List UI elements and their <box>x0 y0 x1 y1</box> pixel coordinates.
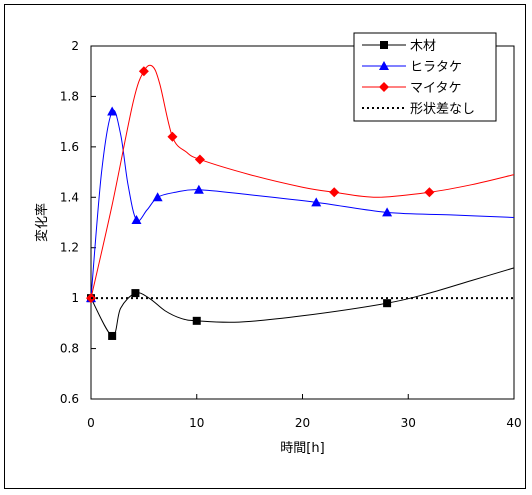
legend-item: マイタケ <box>362 81 461 96</box>
x-tick-label: 40 <box>506 416 521 430</box>
data-point <box>382 207 393 217</box>
series-1 <box>87 267 515 340</box>
data-point <box>311 197 322 207</box>
series-line <box>90 109 515 299</box>
x-tick-label: 10 <box>189 416 204 430</box>
axes: 0.60.811.21.41.61.820 10 20 30 40 <box>60 39 522 430</box>
series-2 <box>86 106 515 303</box>
legend-box <box>353 32 497 122</box>
data-point <box>194 154 205 165</box>
y-tick-label: 1.6 <box>60 140 79 154</box>
legend-item: 形状差なし <box>362 102 475 117</box>
data-point <box>167 131 178 142</box>
data-point <box>131 289 140 298</box>
series-line <box>90 267 515 337</box>
legend-swatch-marker <box>379 82 389 92</box>
chart-frame <box>4 4 526 489</box>
series-line <box>90 64 515 299</box>
y-axis-label: 変化率 <box>34 203 50 242</box>
y-tick-label: 1.8 <box>60 89 79 103</box>
y-tick-label: 2 <box>71 39 79 53</box>
y-tick-label: 1.4 <box>60 190 79 204</box>
legend-label: ヒラタケ <box>410 60 462 75</box>
legend-label: 形状差なし <box>410 102 475 117</box>
x-axis-label: 時間[h] <box>280 441 324 456</box>
x-tick-label: 20 <box>295 416 310 430</box>
data-point <box>383 299 392 308</box>
legend-swatch-marker <box>379 61 389 70</box>
y-tick-label: 1.2 <box>60 241 79 255</box>
x-tick-label: 30 <box>401 416 416 430</box>
data-point <box>424 187 435 198</box>
y-tick-label: 0.6 <box>60 392 79 406</box>
data-point <box>138 66 149 77</box>
legend-label: マイタケ <box>410 81 461 96</box>
data-point <box>193 184 204 194</box>
legend-item: ヒラタケ <box>362 60 462 75</box>
data-point <box>329 187 340 198</box>
data-point <box>107 106 118 116</box>
y-tick-label: 1 <box>71 291 79 305</box>
series-layer <box>86 64 515 340</box>
data-point <box>152 192 163 202</box>
y-tick-label: 0.8 <box>60 342 79 356</box>
data-point <box>108 331 117 340</box>
data-point <box>131 214 142 224</box>
legend-item: 木材 <box>362 39 436 54</box>
legend-label: 木材 <box>410 39 436 54</box>
x-tick-label: 0 <box>87 416 95 430</box>
data-point <box>192 316 201 325</box>
legend-swatch-marker <box>380 41 388 49</box>
